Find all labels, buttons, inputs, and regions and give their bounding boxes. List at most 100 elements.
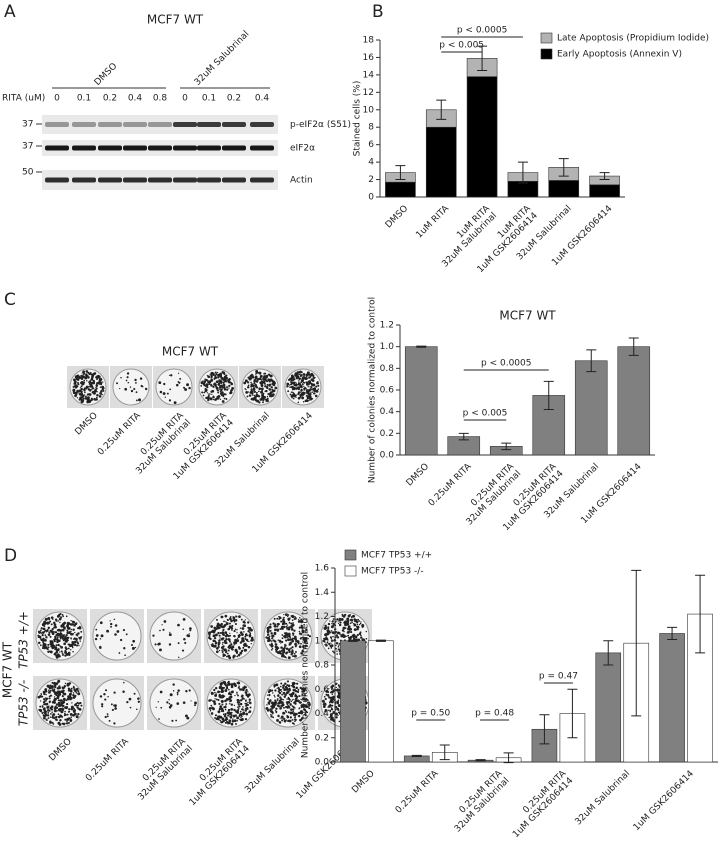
colony [265,390,267,392]
colony [48,627,50,629]
colony [223,379,226,382]
colony [304,387,306,389]
colony [281,719,283,721]
colony [44,639,47,642]
colony [127,376,129,378]
colony [298,391,301,394]
colony [218,640,220,642]
colony [234,635,235,636]
colony [136,391,138,393]
colony [248,694,250,696]
blot-band [72,122,96,127]
colony [238,687,240,689]
colony [278,690,280,692]
colony [331,690,334,693]
colony [339,721,341,723]
colony [62,695,64,697]
colony [43,704,44,705]
colony [128,382,130,384]
colony [62,705,65,708]
colony [228,649,230,651]
bar [660,633,685,762]
y-tick-label: 0.0 [380,451,395,461]
colony [56,704,57,705]
colony [78,377,79,378]
colony [300,394,302,396]
colony [271,702,274,705]
colony [274,628,277,631]
colony [134,379,136,381]
lane-label: 0.1 [77,94,91,104]
colony [79,637,82,640]
colony [293,706,295,708]
colony [41,696,43,698]
colony [215,372,217,374]
colony [68,687,70,689]
blot-band [250,122,274,127]
x-tick-label: 0.25uM RITA [427,461,474,508]
colony [293,633,294,634]
colony [48,686,50,688]
colony [62,638,64,640]
colony [278,694,280,696]
plate [150,612,198,660]
colony [92,387,94,389]
colony [80,631,82,633]
colony [214,698,215,699]
colony [219,388,221,390]
colony [219,635,221,637]
colony [115,624,118,627]
blot-band [148,122,172,127]
colony [336,618,338,620]
colony [217,699,219,701]
colony [294,374,296,376]
colony [222,629,224,631]
protein-label: Actin [290,176,313,186]
colony [73,383,75,385]
colony [277,640,278,641]
colony [48,646,50,648]
colony [247,702,248,703]
colony [203,395,205,397]
colony [262,401,264,403]
colony [308,398,309,399]
colony [292,387,295,390]
colony [273,382,276,385]
colony [285,706,287,708]
colony [358,620,360,622]
colony [303,401,305,403]
colony [225,709,227,711]
colony [95,638,97,640]
colony [76,622,78,624]
colony [76,633,78,635]
colony [162,629,164,631]
colony [89,389,91,391]
colony [283,699,284,700]
colony [228,692,231,695]
colony [110,623,112,625]
colony [303,386,304,387]
colony [220,399,221,400]
colony [231,714,233,716]
colony [270,632,272,634]
colony [86,380,87,381]
colony [245,703,247,705]
colony [58,655,61,658]
colony [91,398,93,400]
colony [43,622,46,625]
colony [58,693,60,695]
treatment-label: DMSO [47,737,74,764]
colony [256,380,259,383]
colony [45,697,46,698]
colony [57,657,58,658]
colony [185,690,187,692]
colony [272,692,273,693]
colony [245,634,247,636]
colony [99,395,102,398]
colony [245,619,246,620]
colony [294,719,295,720]
colony [279,617,282,620]
x-tick-label: 1uM RITA [414,203,451,240]
colony [157,643,160,646]
colony [295,651,297,653]
